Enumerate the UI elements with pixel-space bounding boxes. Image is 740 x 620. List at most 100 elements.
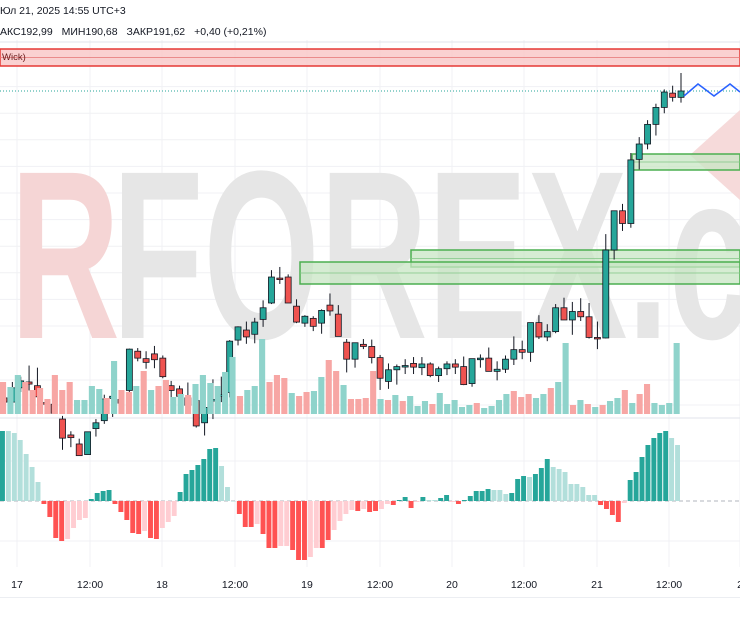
oscillator-bar xyxy=(663,431,669,501)
candle[interactable] xyxy=(585,316,593,338)
candle[interactable] xyxy=(627,159,635,224)
volume-bar xyxy=(658,405,665,414)
oscillator-bar xyxy=(438,498,444,501)
candle[interactable] xyxy=(401,365,409,368)
candle[interactable] xyxy=(326,304,334,312)
candle[interactable] xyxy=(343,341,351,360)
candle[interactable] xyxy=(142,358,150,363)
oscillator-bar xyxy=(5,431,11,501)
oscillator-bar xyxy=(201,459,207,501)
candle[interactable] xyxy=(677,90,685,98)
oscillator-bar xyxy=(302,501,307,560)
candle[interactable] xyxy=(151,353,158,361)
candle[interactable] xyxy=(251,321,259,335)
candle[interactable] xyxy=(125,348,133,391)
candle[interactable] xyxy=(535,322,543,338)
oscillator-bar xyxy=(313,501,319,548)
volume-bar xyxy=(74,400,81,414)
candle[interactable] xyxy=(577,311,585,318)
oscillator-bar xyxy=(136,501,142,534)
volume-bar xyxy=(140,371,147,414)
candle[interactable] xyxy=(594,337,601,340)
candle[interactable] xyxy=(84,431,91,455)
candle[interactable] xyxy=(644,123,651,145)
candle[interactable] xyxy=(443,363,451,370)
oscillator-bar xyxy=(106,490,112,501)
candle[interactable] xyxy=(359,343,367,347)
candle[interactable] xyxy=(276,277,284,280)
ohlc-legend: АКС192,99 МИН190,68 ЗАКР191,62 +0,40 (+0… xyxy=(0,26,272,38)
volume-bar xyxy=(562,343,569,414)
volume-bar xyxy=(495,400,503,414)
candle[interactable] xyxy=(460,366,468,386)
oscillator-bar xyxy=(248,501,254,527)
candle[interactable] xyxy=(159,357,167,378)
candle[interactable] xyxy=(385,369,392,382)
candle[interactable] xyxy=(334,313,342,337)
candle[interactable] xyxy=(635,143,643,160)
candle[interactable] xyxy=(234,326,242,341)
candle[interactable] xyxy=(351,342,359,360)
candle[interactable] xyxy=(393,366,401,371)
candle[interactable] xyxy=(418,363,426,369)
volume-bar xyxy=(185,395,192,414)
candle[interactable] xyxy=(485,357,493,372)
candle[interactable] xyxy=(59,418,66,439)
candle[interactable] xyxy=(75,443,83,457)
candle[interactable] xyxy=(468,358,476,384)
oscillator-bar xyxy=(378,501,384,509)
candle[interactable] xyxy=(301,315,309,324)
candle[interactable] xyxy=(92,422,100,430)
candle[interactable] xyxy=(660,91,668,108)
volume-bar xyxy=(259,339,266,414)
candle[interactable] xyxy=(602,249,610,339)
candle[interactable] xyxy=(527,322,534,353)
volume-bar xyxy=(88,386,95,414)
oscillator-bar xyxy=(266,501,272,548)
candle[interactable] xyxy=(502,358,509,370)
candle[interactable] xyxy=(619,210,626,224)
candle[interactable] xyxy=(552,307,560,333)
candle[interactable] xyxy=(518,349,526,353)
oscillator-bar xyxy=(165,501,171,522)
candle[interactable] xyxy=(451,363,459,368)
candle[interactable] xyxy=(568,311,576,321)
oscillator-bar xyxy=(473,491,479,501)
candle[interactable] xyxy=(477,357,484,361)
candle[interactable] xyxy=(426,363,434,377)
candle[interactable] xyxy=(67,434,75,439)
date-label: Юл 21, 2025 14:55 UTC+3 xyxy=(0,5,126,17)
candle[interactable] xyxy=(259,307,267,320)
candle[interactable] xyxy=(134,350,142,359)
candle[interactable] xyxy=(560,307,568,321)
oscillator-bar xyxy=(41,501,47,504)
candle[interactable] xyxy=(376,357,384,379)
candle[interactable] xyxy=(669,92,677,98)
candle[interactable] xyxy=(510,349,518,360)
oscillator-bar xyxy=(538,468,544,501)
oscillator-bar xyxy=(426,500,432,501)
volume-bar xyxy=(214,386,221,414)
oscillator-bar xyxy=(408,501,414,508)
candle[interactable] xyxy=(293,305,300,323)
candle[interactable] xyxy=(410,363,417,368)
candle[interactable] xyxy=(543,331,551,338)
volume-bar xyxy=(133,386,140,414)
oscillator-bar xyxy=(414,501,420,502)
candle[interactable] xyxy=(493,368,501,372)
candle[interactable] xyxy=(652,107,660,125)
oscillator-bar xyxy=(65,501,71,539)
candle[interactable] xyxy=(435,368,443,377)
oscillator-bar xyxy=(367,501,373,512)
candle[interactable] xyxy=(368,346,376,358)
low-value: МИН190,68 xyxy=(61,26,118,38)
candle[interactable] xyxy=(284,276,292,304)
candle[interactable] xyxy=(610,210,618,251)
candle[interactable] xyxy=(309,317,317,327)
time-axis[interactable]: 17 12:00 18 12:00 19 12:00 20 12:00 21 12:00 2 xyxy=(0,567,740,598)
candle[interactable] xyxy=(318,310,326,324)
candle[interactable] xyxy=(167,385,175,391)
candle[interactable] xyxy=(268,276,275,304)
candle[interactable] xyxy=(242,329,250,338)
